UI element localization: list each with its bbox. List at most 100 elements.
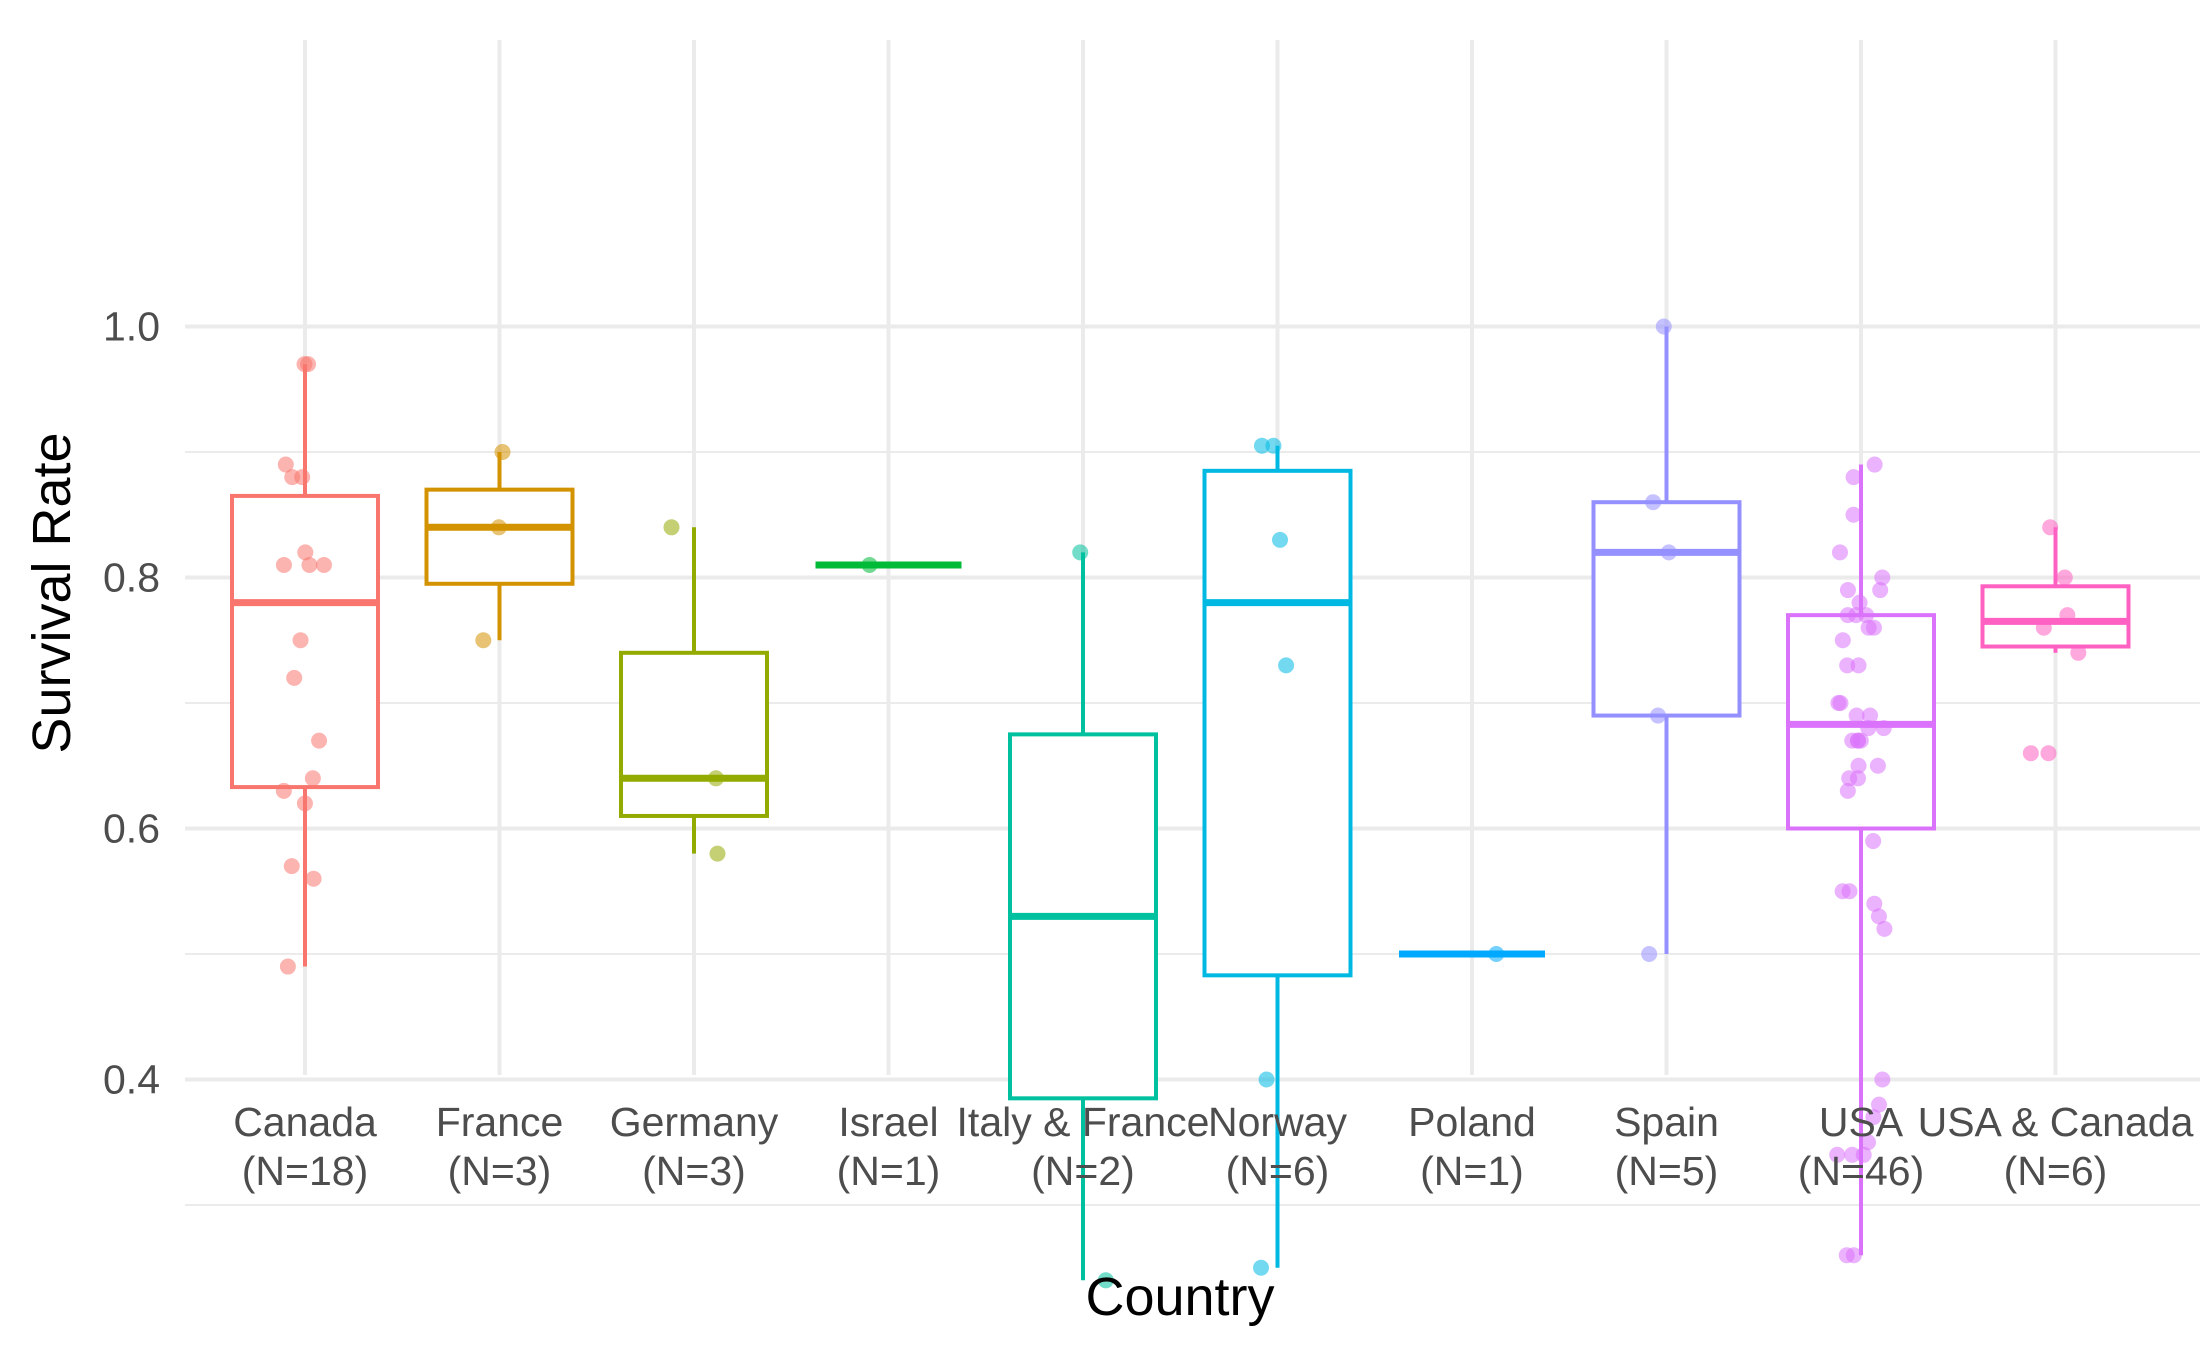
data-point <box>1848 707 1865 724</box>
data-point <box>1660 544 1677 561</box>
y-axis-title: Survival Rate <box>22 432 82 753</box>
data-point <box>1830 695 1847 711</box>
x-tick-labels: Canada(N=18)France(N=3)Germany(N=3)Israe… <box>233 1099 2193 1194</box>
data-point <box>1839 657 1856 674</box>
box-iqr <box>424 487 575 586</box>
data-point <box>301 556 318 573</box>
x-tick-label: France <box>436 1099 564 1145</box>
data-point <box>292 632 309 649</box>
data-point <box>1870 908 1887 925</box>
data-point <box>1253 1259 1270 1276</box>
data-point <box>1860 619 1877 636</box>
data-point <box>315 556 332 573</box>
y-tick-label: 1.0 <box>103 304 160 350</box>
data-point <box>1272 531 1289 548</box>
data-point <box>1862 707 1879 724</box>
x-tick-count: (N=1) <box>1420 1148 1524 1194</box>
data-point <box>1841 883 1858 900</box>
data-point <box>475 632 492 649</box>
jitter-points <box>275 318 2087 1289</box>
data-point <box>1278 657 1295 674</box>
data-point <box>1860 720 1877 737</box>
data-point <box>1841 770 1858 787</box>
data-point <box>1865 833 1882 850</box>
data-point <box>2070 644 2087 661</box>
data-point <box>1258 1071 1275 1088</box>
data-point <box>2042 519 2059 536</box>
box-iqr <box>1202 468 1353 978</box>
data-point <box>1865 1109 1882 1126</box>
data-point <box>297 544 314 561</box>
data-point <box>279 958 296 975</box>
data-point <box>1848 607 1865 624</box>
data-point <box>2040 745 2057 762</box>
data-point <box>1850 657 1867 674</box>
x-tick-count: (N=3) <box>448 1148 552 1194</box>
data-point <box>1645 494 1662 511</box>
data-point <box>1650 707 1667 724</box>
data-point <box>1834 632 1851 649</box>
x-tick-label: Canada <box>233 1099 377 1145</box>
data-point <box>296 795 313 812</box>
x-tick-label: Spain <box>1614 1099 1719 1145</box>
data-point <box>1851 594 1868 611</box>
x-tick-count: (N=3) <box>642 1148 746 1194</box>
y-tick-labels: 0.4 0.6 0.8 1.0 <box>103 304 160 1103</box>
data-point <box>1876 920 1893 937</box>
data-point <box>304 770 321 787</box>
y-tick-label: 0.4 <box>103 1057 160 1103</box>
y-tick-label: 0.8 <box>103 555 160 601</box>
box-iqr <box>1591 500 1742 718</box>
data-point <box>1838 1247 1855 1264</box>
data-point <box>305 870 322 887</box>
data-point <box>1850 757 1867 774</box>
x-tick-count: (N=5) <box>1615 1148 1719 1194</box>
data-point <box>1265 437 1282 454</box>
data-point <box>1844 1146 1861 1163</box>
data-point <box>1849 732 1866 749</box>
data-point <box>275 782 292 799</box>
data-point <box>1869 757 1886 774</box>
data-point <box>1097 1272 1114 1289</box>
data-point <box>283 858 300 875</box>
x-tick-label: Germany <box>610 1099 779 1145</box>
y-tick-label: 0.6 <box>103 806 160 852</box>
data-point <box>1874 569 1891 586</box>
x-tick-label: USA & Canada <box>1918 1099 2194 1145</box>
x-tick-count: (N=18) <box>242 1148 368 1194</box>
x-tick-count: (N=2) <box>1031 1148 1135 1194</box>
x-tick-count: (N=6) <box>2004 1148 2108 1194</box>
data-point <box>1875 720 1892 737</box>
data-point <box>1488 946 1505 962</box>
data-point <box>1874 1071 1891 1088</box>
x-axis-title: Country <box>1085 1267 1274 1327</box>
data-point <box>1845 469 1862 486</box>
data-point <box>275 556 292 573</box>
x-tick-label: Poland <box>1408 1099 1536 1145</box>
data-point <box>663 519 680 536</box>
box-iqr <box>1980 584 2131 649</box>
data-point <box>1829 1146 1846 1163</box>
box-groups <box>230 326 2131 1281</box>
x-tick-count: (N=46) <box>1798 1148 1924 1194</box>
data-point <box>707 770 724 787</box>
x-tick-label: Italy & France <box>957 1099 1210 1145</box>
data-point <box>1655 318 1672 335</box>
data-point <box>311 732 328 749</box>
data-point <box>1839 582 1856 599</box>
data-point <box>1866 895 1883 912</box>
x-tick-label: Norway <box>1208 1099 1347 1145</box>
data-point <box>286 669 303 686</box>
data-point <box>2022 745 2039 762</box>
data-point <box>300 356 317 373</box>
data-point <box>1845 506 1862 523</box>
data-point <box>1072 544 1089 561</box>
data-point <box>1855 1146 1872 1163</box>
data-point <box>1871 1096 1888 1113</box>
x-tick-count: (N=6) <box>1226 1148 1330 1194</box>
data-point <box>861 556 878 573</box>
data-point <box>1860 1134 1877 1151</box>
data-point <box>1866 456 1883 473</box>
data-point <box>2059 607 2076 624</box>
